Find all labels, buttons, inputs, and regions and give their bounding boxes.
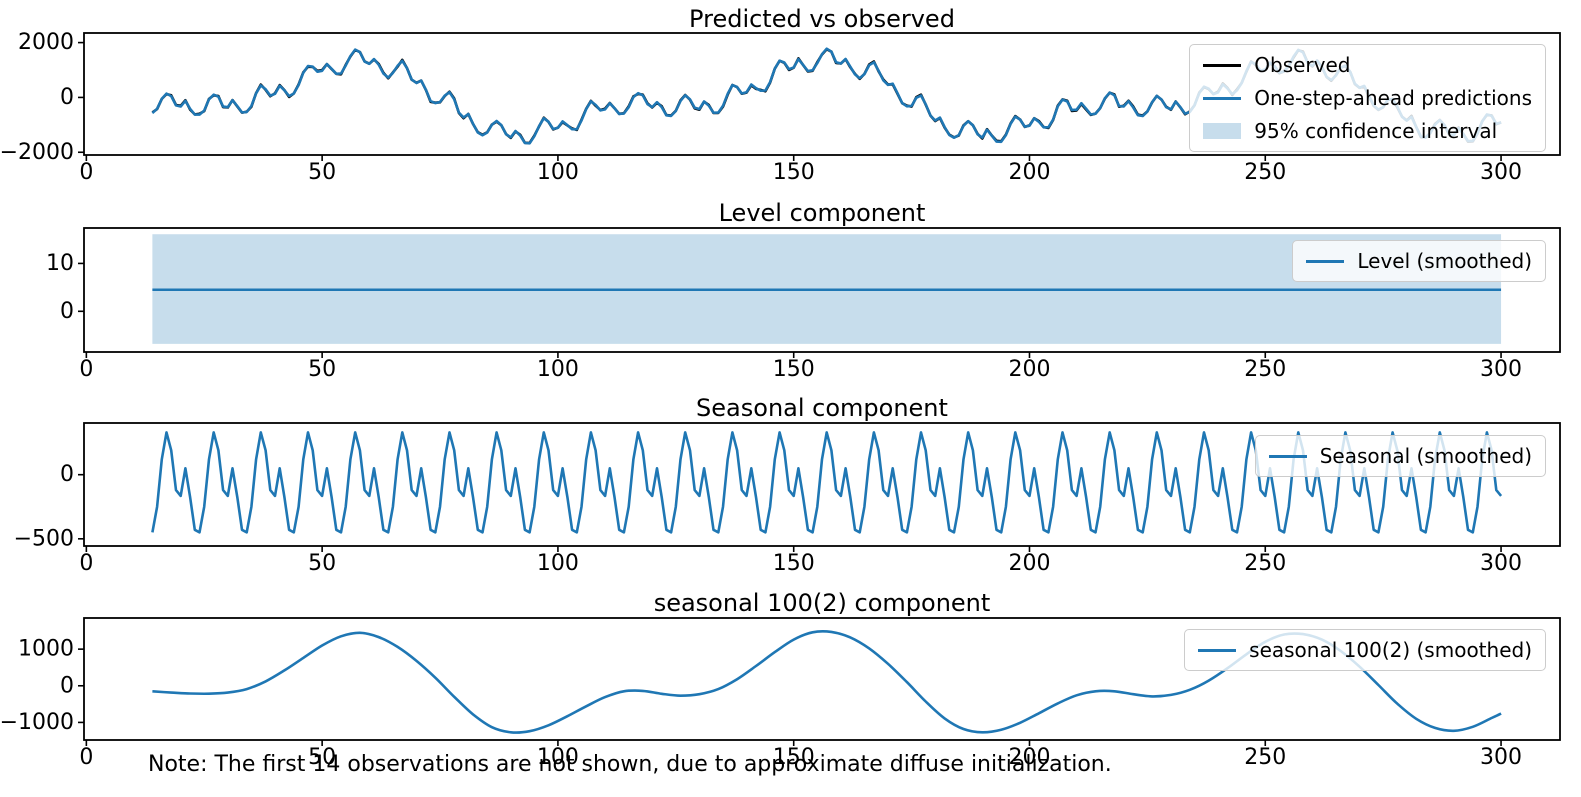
x-tick-label: 250	[1244, 745, 1286, 770]
axes-spines-0	[83, 32, 1561, 156]
y-tick-label: −2000	[0, 140, 74, 165]
legend-level-component: Level (smoothed)	[1292, 240, 1546, 282]
x-tick-label: 0	[79, 160, 93, 185]
y-tick-label: 2000	[18, 30, 74, 55]
x-tick-label: 200	[1008, 551, 1050, 576]
x-tick-label: 50	[308, 357, 336, 382]
x-tick-label: 100	[537, 160, 579, 185]
legend-label-seasonal-100-smoothed: seasonal 100(2) (smoothed)	[1249, 638, 1532, 662]
axes-spines-3	[83, 617, 1561, 741]
y-tick-label: 1000	[18, 637, 74, 662]
x-tick-label: 300	[1480, 551, 1522, 576]
subplot-title-level-component: Level component	[718, 199, 926, 227]
x-tick-label: 0	[79, 745, 93, 770]
y-tick-label: −1000	[0, 710, 74, 735]
subplot-title-predicted-vs-observed: Predicted vs observed	[689, 5, 955, 33]
y-tick-label: −500	[14, 526, 74, 551]
axes-spines-2	[83, 422, 1561, 547]
legend-item-seasonal-100-smoothed: seasonal 100(2) (smoothed)	[1198, 637, 1532, 663]
plot-area-2	[151, 431, 1503, 534]
x-tick-label: 100	[537, 551, 579, 576]
legend-seasonal-100-component: seasonal 100(2) (smoothed)	[1184, 629, 1546, 671]
observed-line-swatch	[1203, 63, 1242, 67]
legend-seasonal-component: Seasonal (smoothed)	[1254, 435, 1546, 477]
subplot-title-seasonal-component: Seasonal component	[696, 394, 948, 422]
y-tick-label: 0	[60, 299, 74, 324]
x-tick-label: 0	[79, 551, 93, 576]
y-tick-label: 0	[60, 673, 74, 698]
figure-note: Note: The first 14 observations are not …	[148, 752, 1112, 777]
legend-item-level-smoothed: Level (smoothed)	[1306, 248, 1532, 274]
legend-label-confidence-interval: 95% confidence interval	[1254, 119, 1498, 143]
plot-area-1	[152, 234, 1502, 344]
legend-label-seasonal-smoothed: Seasonal (smoothed)	[1319, 444, 1532, 468]
x-tick-label: 200	[1008, 357, 1050, 382]
legend-predicted-vs-observed: Observed One-step-ahead predictions 95% …	[1189, 44, 1546, 152]
legend-item-confidence-interval: 95% confidence interval	[1203, 118, 1532, 144]
subplot-title-seasonal-100-component: seasonal 100(2) component	[653, 589, 991, 617]
y-tick-label: 0	[60, 85, 74, 110]
series-seasonal-line	[151, 431, 1503, 534]
predictions-line-swatch	[1203, 96, 1242, 100]
x-tick-label: 150	[773, 745, 815, 770]
seasonal-line-swatch	[1268, 454, 1307, 458]
y-tick-label: 0	[60, 462, 74, 487]
level-line-swatch	[1306, 259, 1345, 263]
legend-item-observed: Observed	[1203, 52, 1532, 78]
x-tick-label: 150	[773, 160, 815, 185]
x-tick-label: 200	[1008, 745, 1050, 770]
legend-item-predictions: One-step-ahead predictions	[1203, 85, 1532, 111]
x-tick-label: 100	[537, 745, 579, 770]
x-tick-label: 250	[1244, 160, 1286, 185]
x-tick-label: 300	[1480, 357, 1522, 382]
y-tick-label: 10	[46, 251, 74, 276]
x-tick-label: 100	[537, 357, 579, 382]
x-tick-label: 0	[79, 357, 93, 382]
legend-label-level-smoothed: Level (smoothed)	[1357, 249, 1532, 273]
x-tick-label: 150	[773, 357, 815, 382]
legend-label-predictions: One-step-ahead predictions	[1254, 86, 1532, 110]
x-tick-label: 250	[1244, 357, 1286, 382]
x-tick-label: 50	[308, 551, 336, 576]
legend-label-observed: Observed	[1254, 53, 1351, 77]
legend-item-seasonal-smoothed: Seasonal (smoothed)	[1268, 443, 1532, 469]
x-tick-label: 300	[1480, 160, 1522, 185]
x-tick-label: 200	[1008, 160, 1050, 185]
x-tick-label: 250	[1244, 551, 1286, 576]
axes-spines-1	[83, 227, 1561, 353]
x-tick-label: 300	[1480, 745, 1522, 770]
confidence-interval-patch-swatch	[1203, 123, 1242, 139]
x-tick-label: 50	[308, 745, 336, 770]
x-tick-label: 50	[308, 160, 336, 185]
x-tick-label: 150	[773, 551, 815, 576]
seasonal-100-line-swatch	[1198, 648, 1237, 652]
